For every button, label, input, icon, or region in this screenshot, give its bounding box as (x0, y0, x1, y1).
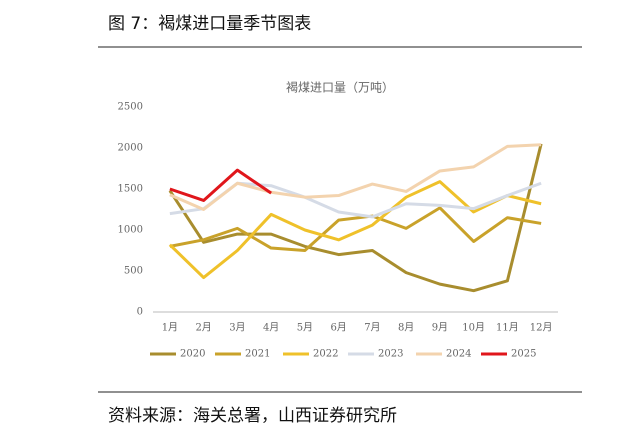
x-tick-label: 6月 (330, 322, 346, 334)
x-tick-label: 10月 (462, 322, 485, 334)
y-tick-label: 1000 (118, 225, 143, 236)
source: 资料来源：海关总署，山西证券研究所 (108, 406, 397, 426)
legend-label: 2024 (446, 349, 471, 360)
x-tick-label: 1月 (162, 322, 178, 334)
series-line (168, 180, 542, 280)
series-line (169, 168, 272, 202)
x-tick-label: 7月 (364, 322, 380, 334)
legend-label: 2025 (511, 349, 536, 360)
chart-title: 褐煤进口量（万吨） (286, 80, 394, 95)
x-tick-label: 2月 (195, 322, 211, 334)
figure-title: 图 7：褐煤进口量季节图表 (108, 14, 311, 34)
x-tick-label: 12月 (530, 322, 553, 334)
y-tick-label: 2500 (118, 102, 143, 113)
y-tick-label: 0 (137, 307, 143, 318)
y-tick-label: 500 (124, 266, 143, 277)
legend-label: 2023 (378, 349, 403, 360)
x-tick-label: 5月 (297, 322, 313, 334)
x-tick-label: 11月 (496, 322, 519, 334)
x-tick-label: 8月 (398, 322, 414, 334)
legend-label: 2020 (180, 349, 205, 360)
legend-label: 2021 (245, 349, 270, 360)
x-tick-label: 4月 (263, 322, 279, 334)
x-tick-label: 9月 (432, 322, 448, 334)
legend-label: 2022 (313, 349, 338, 360)
series-line (169, 206, 542, 252)
series-line (168, 143, 543, 293)
x-tick-label: 3月 (229, 322, 245, 334)
series-line (169, 143, 542, 211)
y-tick-label: 1500 (118, 184, 143, 195)
y-tick-label: 2000 (118, 143, 143, 154)
